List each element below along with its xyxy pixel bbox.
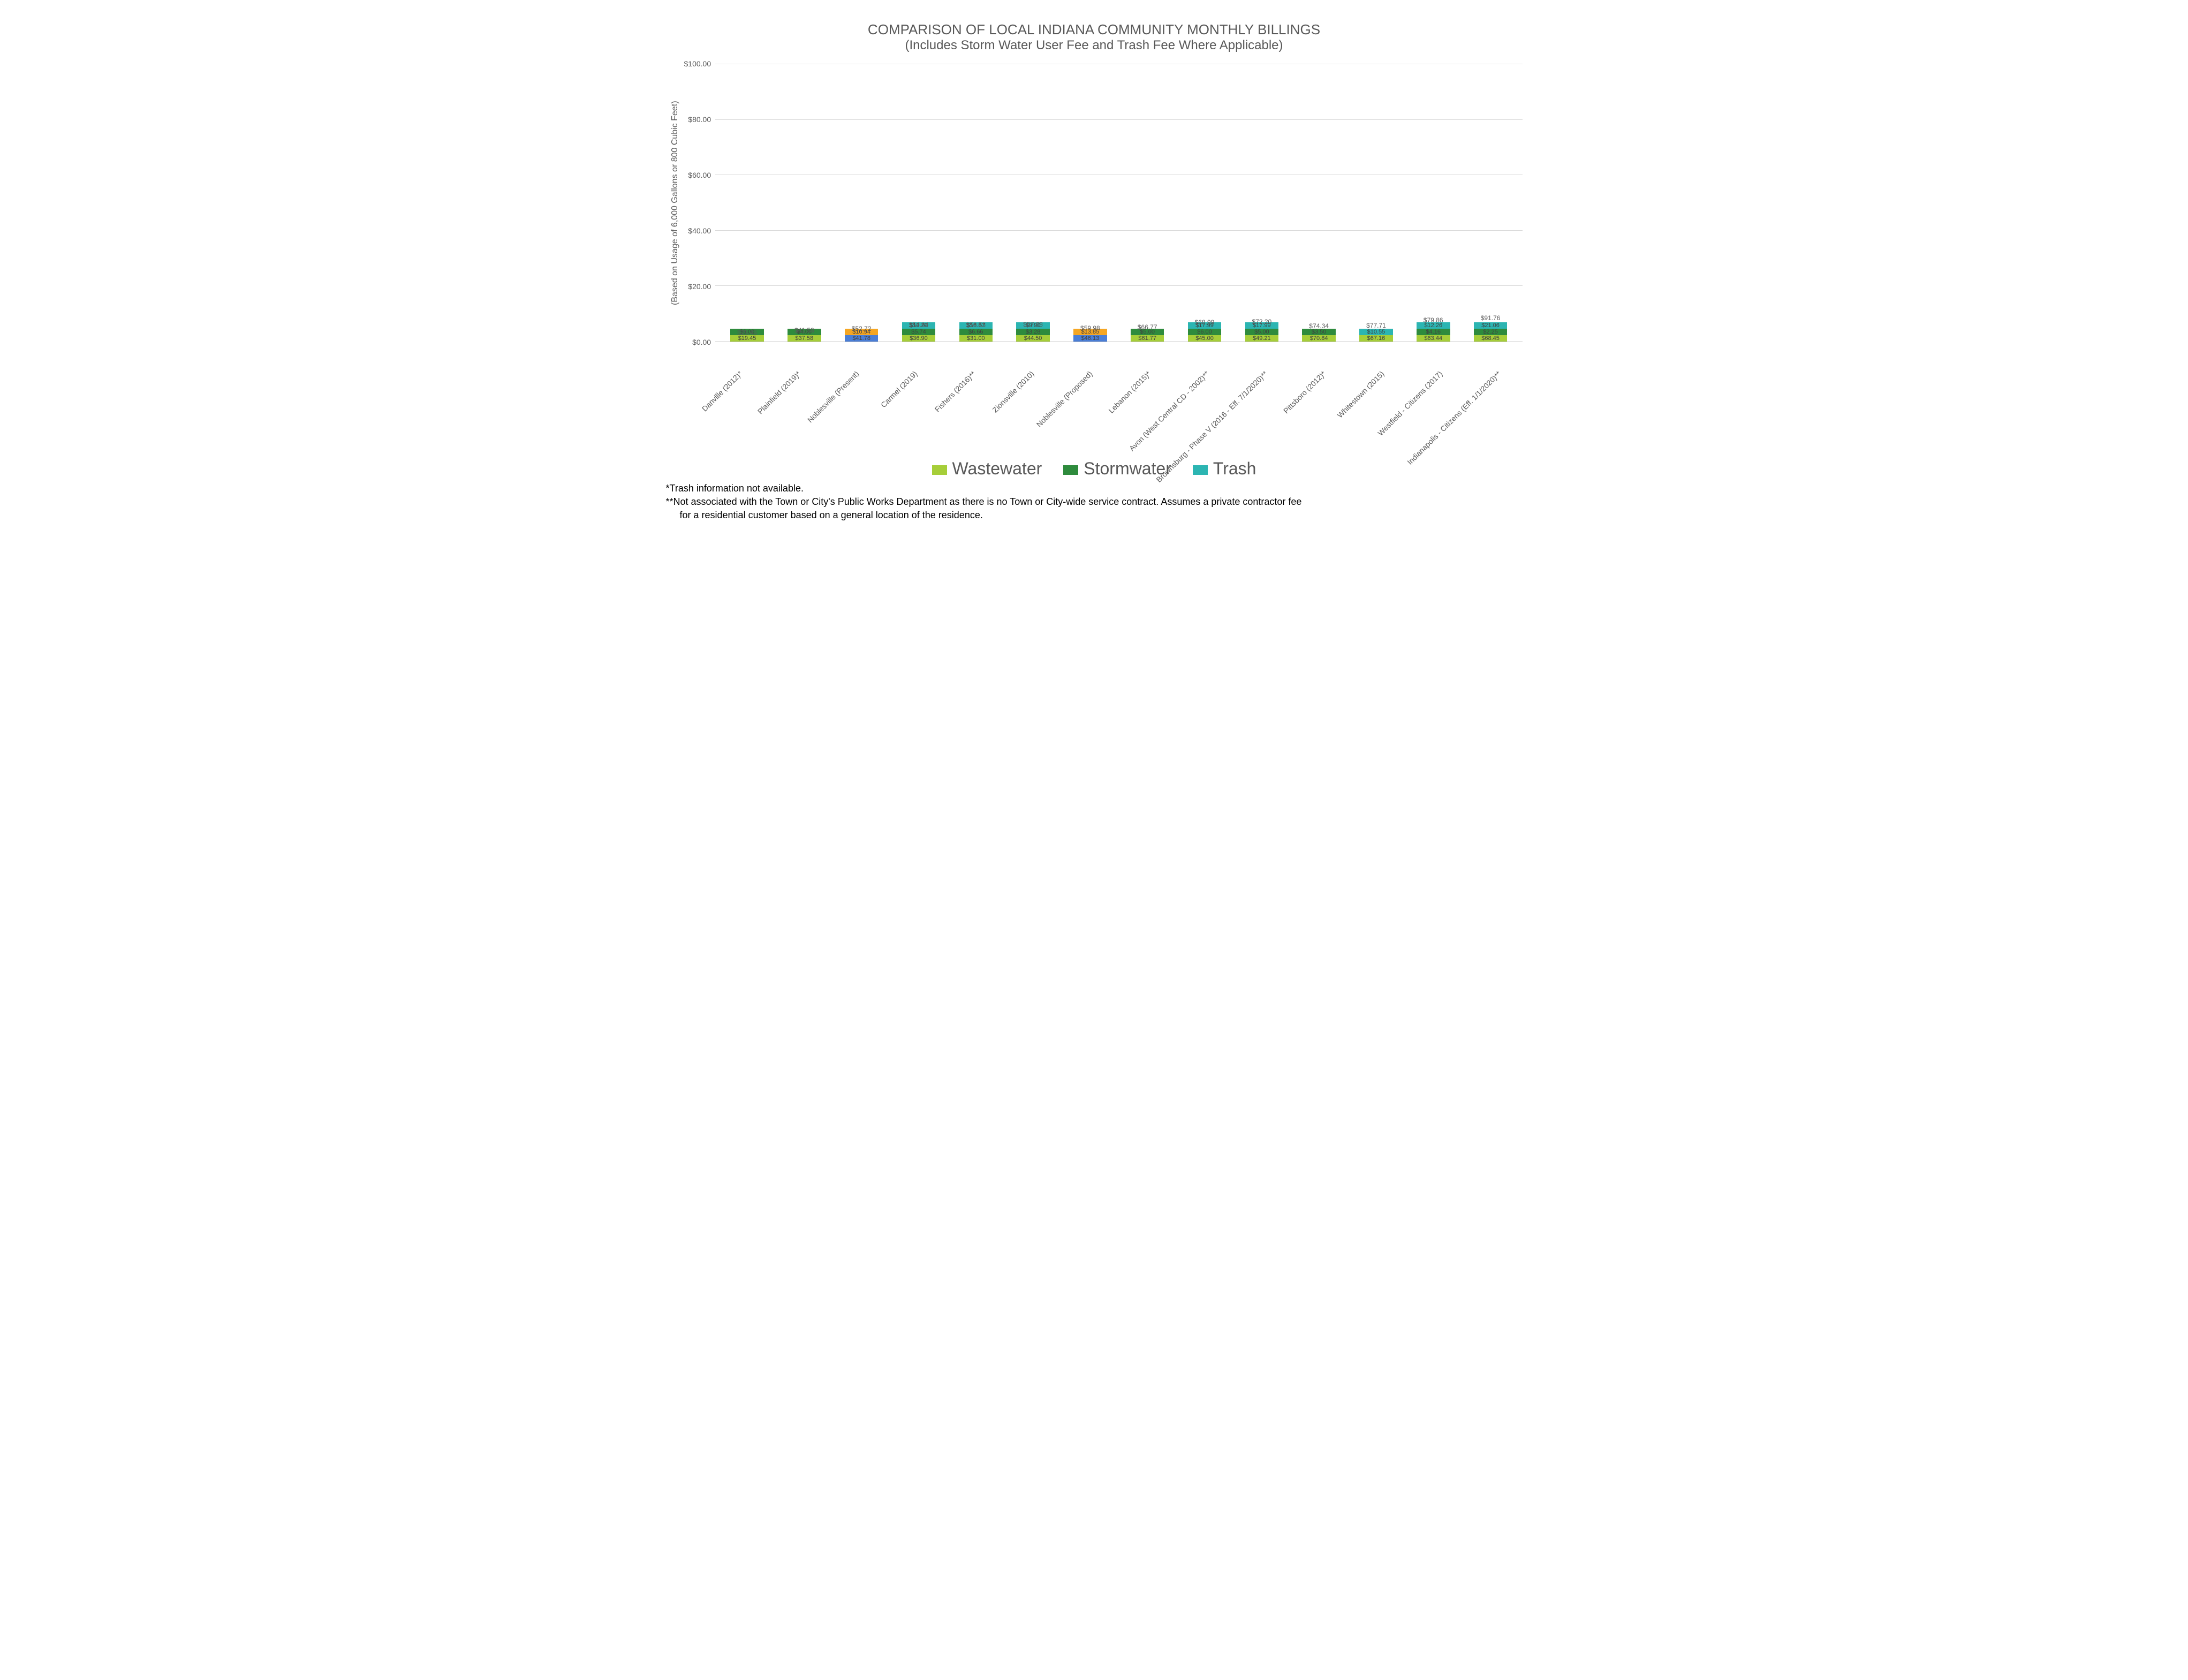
bar-segment-wastewater: $37.58 [788, 335, 821, 342]
bar-segment-wastewater: $36.90 [902, 335, 936, 342]
bar-total-label: $77.71 [1366, 322, 1386, 329]
bar-column: $31.00$6.66$18.87$56.53 [949, 322, 1003, 342]
legend-swatch [1193, 465, 1208, 475]
legend-swatch [932, 465, 947, 475]
legend-item-stormwater: Stormwater [1063, 459, 1171, 479]
bar-total-label: $59.98 [1080, 324, 1100, 332]
bar-total-label: $41.58 [794, 327, 814, 334]
footnote-1: *Trash information not available. [666, 482, 1523, 495]
legend-swatch [1063, 465, 1078, 475]
bar-column: $44.50$3.28$9.90$57.68 [1006, 322, 1060, 342]
bar-segment-stormwater: $4.16 [1417, 329, 1450, 335]
bar-segment-trash: $21.06 [1474, 322, 1508, 329]
bar-segment-wastewater: $63.44 [1417, 335, 1450, 342]
bar-segment-wastewater: $46.13 [1073, 335, 1107, 342]
bar-segment-stormwater: $6.66 [959, 329, 993, 335]
segment-value-label: $37.58 [796, 335, 814, 342]
chart-container: COMPARISON OF LOCAL INDIANA COMMUNITY MO… [666, 21, 1523, 523]
segment-value-label: $21.06 [1481, 322, 1500, 329]
bar-total-label: $74.34 [1309, 322, 1329, 330]
segment-value-label: $31.00 [967, 335, 985, 342]
y-axis-label: (Based on Usage of 6,000 Gallons or 800 … [666, 64, 684, 342]
bar-segment-wastewater: $49.21 [1245, 335, 1279, 342]
bar-segment-wastewater: $68.45 [1474, 335, 1508, 342]
segment-value-label: $4.16 [1426, 329, 1441, 335]
bar-total-label: $25.45 [737, 329, 757, 336]
legend-label: Trash [1213, 459, 1256, 478]
chart-subtitle: (Includes Storm Water User Fee and Trash… [666, 38, 1523, 53]
bar-segment-wastewater: $70.84 [1302, 335, 1336, 342]
chart-title: COMPARISON OF LOCAL INDIANA COMMUNITY MO… [666, 21, 1523, 38]
bar-total-label: $54.84 [909, 321, 929, 329]
bar-total-label: $66.77 [1138, 323, 1157, 331]
segment-value-label: $61.77 [1138, 335, 1156, 342]
bar-column: $61.77$5.00$66.77 [1121, 329, 1175, 342]
bar-total-label: $91.76 [1481, 314, 1501, 322]
bar-column: $37.58$4.00$41.58 [777, 329, 831, 342]
bar-segment-wastewater: $41.78 [845, 335, 879, 342]
segment-value-label: $68.45 [1481, 335, 1500, 342]
segment-value-label: $10.55 [1367, 329, 1386, 335]
bar-segment-wastewater: $67.16 [1359, 335, 1393, 342]
bar-column: $67.16$10.55$77.71 [1349, 329, 1403, 342]
gridline [715, 119, 1522, 120]
segment-value-label: $2.25 [1483, 329, 1498, 335]
bar-column: $68.45$2.25$21.06$91.76 [1464, 322, 1518, 342]
bar-total-label: $57.68 [1023, 321, 1043, 328]
bar-segment-stormwater: $5.74 [902, 329, 936, 335]
segment-value-label: $45.00 [1195, 335, 1214, 342]
footnotes: *Trash information not available. **Not … [666, 482, 1523, 523]
bar-segment-stormwater: $3.28 [1016, 329, 1050, 335]
bar-column: $45.00$6.00$17.99$68.99 [1178, 322, 1232, 342]
bar-column: $70.84$3.50$74.34 [1292, 329, 1346, 342]
segment-value-label: $70.84 [1310, 335, 1328, 342]
bar-segment-stormwater: $6.00 [1188, 329, 1222, 335]
segment-value-label: $3.28 [1026, 329, 1041, 335]
footnote-2: **Not associated with the Town or City's… [666, 495, 1523, 522]
segment-value-label: $46.13 [1081, 335, 1100, 342]
bar-segment-stormwater: $5.00 [1245, 329, 1279, 335]
segment-value-label: $63.44 [1424, 335, 1442, 342]
bar-total-label: $72.20 [1252, 318, 1271, 326]
segment-value-label: $5.00 [1254, 329, 1269, 335]
bar-column: $19.45$6.00$25.45 [720, 329, 774, 342]
segment-value-label: $6.00 [1197, 329, 1212, 335]
bars-row: $19.45$6.00$25.45$37.58$4.00$41.58 $41.78… [715, 64, 1522, 342]
bar-total-label: $68.99 [1195, 319, 1215, 326]
bar-total-label: $56.53 [966, 321, 986, 329]
gridline [715, 230, 1522, 231]
segment-value-label: $44.50 [1024, 335, 1042, 342]
segment-value-label: $36.90 [910, 335, 928, 342]
bars-region: $19.45$6.00$25.45$37.58$4.00$41.58 $41.78… [715, 64, 1522, 342]
segment-value-label: $41.78 [852, 335, 870, 342]
segment-value-label: $67.16 [1367, 335, 1386, 342]
segment-value-label: $5.74 [911, 329, 926, 335]
plot-area: (Based on Usage of 6,000 Gallons or 800 … [666, 64, 1523, 342]
bar-segment-wastewater: $61.77 [1131, 335, 1164, 342]
x-axis-labels: Danville (2012)*Plainfield (2019)*Nobles… [699, 346, 1523, 453]
y-axis: $100.00$80.00$60.00$40.00$20.00$0.00 [684, 64, 716, 342]
bar-total-label: $79.86 [1424, 316, 1443, 324]
bar-column: $46.13$13.85$59.98 [1063, 329, 1117, 342]
bar-segment-wastewater: $45.00 [1188, 335, 1222, 342]
bar-column: $41.78$10.94$52.72 [835, 329, 889, 342]
bar-segment-stormwater: $2.25 [1474, 329, 1508, 335]
bar-segment-wastewater: $44.50 [1016, 335, 1050, 342]
bar-segment-trash: $10.55 [1359, 329, 1393, 335]
segment-value-label: $6.66 [968, 329, 983, 335]
bar-total-label: $52.72 [852, 325, 872, 332]
bar-column: $63.44$4.16$12.26$79.86 [1406, 322, 1460, 342]
gridline [715, 285, 1522, 286]
bar-column: $49.21$5.00$17.99$72.20 [1235, 322, 1289, 342]
bar-column: $36.90$5.74$12.20$54.84 [892, 322, 946, 342]
bar-segment-wastewater: $31.00 [959, 335, 993, 342]
segment-value-label: $49.21 [1253, 335, 1271, 342]
